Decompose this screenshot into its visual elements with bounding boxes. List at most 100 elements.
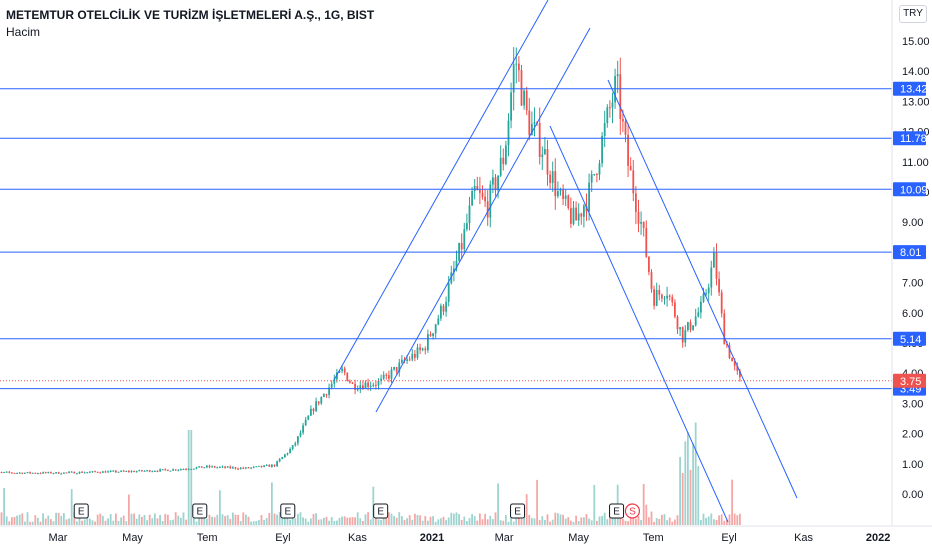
candle-body bbox=[55, 472, 57, 474]
candle-body bbox=[247, 467, 250, 469]
volume-bar bbox=[26, 512, 29, 525]
candle-body bbox=[616, 74, 619, 77]
volume-bar bbox=[242, 512, 245, 525]
volume-bar bbox=[627, 521, 629, 525]
candle-body bbox=[346, 372, 349, 382]
volume-bar bbox=[359, 518, 362, 525]
candle-body bbox=[585, 205, 588, 212]
candle-body bbox=[421, 348, 424, 350]
level-tag: 11.78 bbox=[893, 131, 927, 146]
volume-bar bbox=[603, 512, 606, 525]
candle-body bbox=[491, 177, 494, 185]
candle-body bbox=[179, 469, 182, 471]
level-tag-label: 8.01 bbox=[900, 247, 921, 259]
candle-body bbox=[138, 470, 141, 472]
earnings-event-marker[interactable]: E bbox=[609, 503, 625, 519]
candle-body bbox=[400, 359, 403, 363]
candle-body bbox=[419, 347, 421, 350]
event-marker-label: E bbox=[514, 507, 521, 518]
candle-body bbox=[86, 472, 89, 474]
candle-body bbox=[712, 252, 715, 268]
candle-body bbox=[455, 260, 458, 269]
candle-body bbox=[75, 473, 78, 475]
candle-body bbox=[595, 173, 598, 175]
candle-body bbox=[653, 289, 655, 306]
candle-body bbox=[478, 189, 481, 193]
candle-body bbox=[590, 174, 593, 183]
candle-body bbox=[658, 289, 661, 295]
candle-body bbox=[629, 165, 632, 171]
candle-body bbox=[44, 472, 47, 474]
volume-bar bbox=[736, 515, 739, 525]
candle-body bbox=[127, 470, 130, 472]
candle-body bbox=[619, 74, 622, 119]
volume-bar bbox=[70, 489, 73, 525]
candle-body bbox=[172, 469, 174, 471]
earnings-event-marker[interactable]: E bbox=[280, 503, 296, 519]
candle-body bbox=[273, 464, 276, 467]
volume-bar bbox=[694, 422, 697, 525]
candle-body bbox=[611, 102, 614, 108]
candle-body bbox=[528, 110, 531, 136]
earnings-event-marker[interactable]: E bbox=[192, 503, 208, 519]
candle-body bbox=[291, 445, 294, 449]
candle-body bbox=[426, 334, 429, 351]
candle-body bbox=[434, 324, 437, 334]
volume-bar bbox=[221, 514, 224, 525]
volume-bar bbox=[502, 520, 505, 525]
volume-bar bbox=[34, 515, 37, 525]
y-tick-label: 1.00 bbox=[902, 459, 923, 471]
candle-body bbox=[406, 359, 408, 361]
earnings-event-marker[interactable]: E bbox=[510, 503, 526, 519]
candle-body bbox=[213, 466, 216, 468]
earnings-event-marker[interactable]: E bbox=[73, 503, 89, 519]
earnings-marker-bg bbox=[510, 503, 526, 519]
candle-body bbox=[710, 267, 713, 288]
candle-body bbox=[442, 305, 445, 312]
x-tick-label: Tem bbox=[197, 532, 218, 544]
price-axis[interactable]: 15.0014.0013.0012.0011.0010.009.008.007.… bbox=[902, 36, 930, 501]
volume-bar bbox=[177, 515, 180, 525]
candle-body bbox=[239, 467, 242, 469]
candle-body bbox=[208, 465, 211, 468]
volume-bar bbox=[419, 515, 421, 525]
candle-body bbox=[606, 107, 609, 124]
volume-bar bbox=[393, 515, 395, 525]
level-tag-label: 5.14 bbox=[900, 334, 921, 346]
candle-body bbox=[234, 467, 237, 469]
volume-bar bbox=[36, 517, 39, 525]
earnings-event-marker[interactable]: E bbox=[373, 503, 389, 519]
candle-body bbox=[47, 472, 50, 474]
candle-body bbox=[133, 471, 135, 473]
candle-body bbox=[554, 171, 557, 197]
volume-bar bbox=[507, 521, 510, 525]
candle-body bbox=[676, 316, 679, 330]
candle-body bbox=[546, 149, 549, 175]
split-event-marker[interactable]: S bbox=[624, 503, 641, 519]
volume-bar bbox=[460, 519, 463, 525]
volume-bar bbox=[671, 521, 674, 525]
candle-body bbox=[377, 380, 380, 386]
volume-bar bbox=[424, 516, 427, 525]
candle-body bbox=[16, 472, 18, 474]
volume-bar bbox=[582, 517, 585, 525]
volume-bar bbox=[364, 514, 367, 525]
volume-bar bbox=[117, 520, 120, 525]
last-price-bg bbox=[893, 373, 926, 388]
volume-bar bbox=[437, 519, 440, 525]
volume-bar bbox=[317, 519, 320, 525]
volume-bar bbox=[715, 519, 718, 525]
earnings-marker-bg bbox=[373, 503, 389, 519]
time-axis[interactable]: Mar May Tem Eyl Kas 2021 Mar May Tem Eyl Kas 2022 bbox=[49, 532, 891, 544]
volume-bar bbox=[668, 517, 671, 525]
volume-bar bbox=[211, 516, 213, 525]
volume-bar bbox=[478, 513, 481, 525]
volume-bar bbox=[260, 515, 263, 525]
volume-bar bbox=[549, 521, 551, 525]
candle-body bbox=[489, 184, 492, 218]
candle-body bbox=[333, 379, 336, 384]
level-tag: 5.14 bbox=[893, 331, 926, 346]
volume-bar bbox=[42, 513, 44, 525]
currency-button[interactable]: TRY bbox=[899, 5, 927, 23]
